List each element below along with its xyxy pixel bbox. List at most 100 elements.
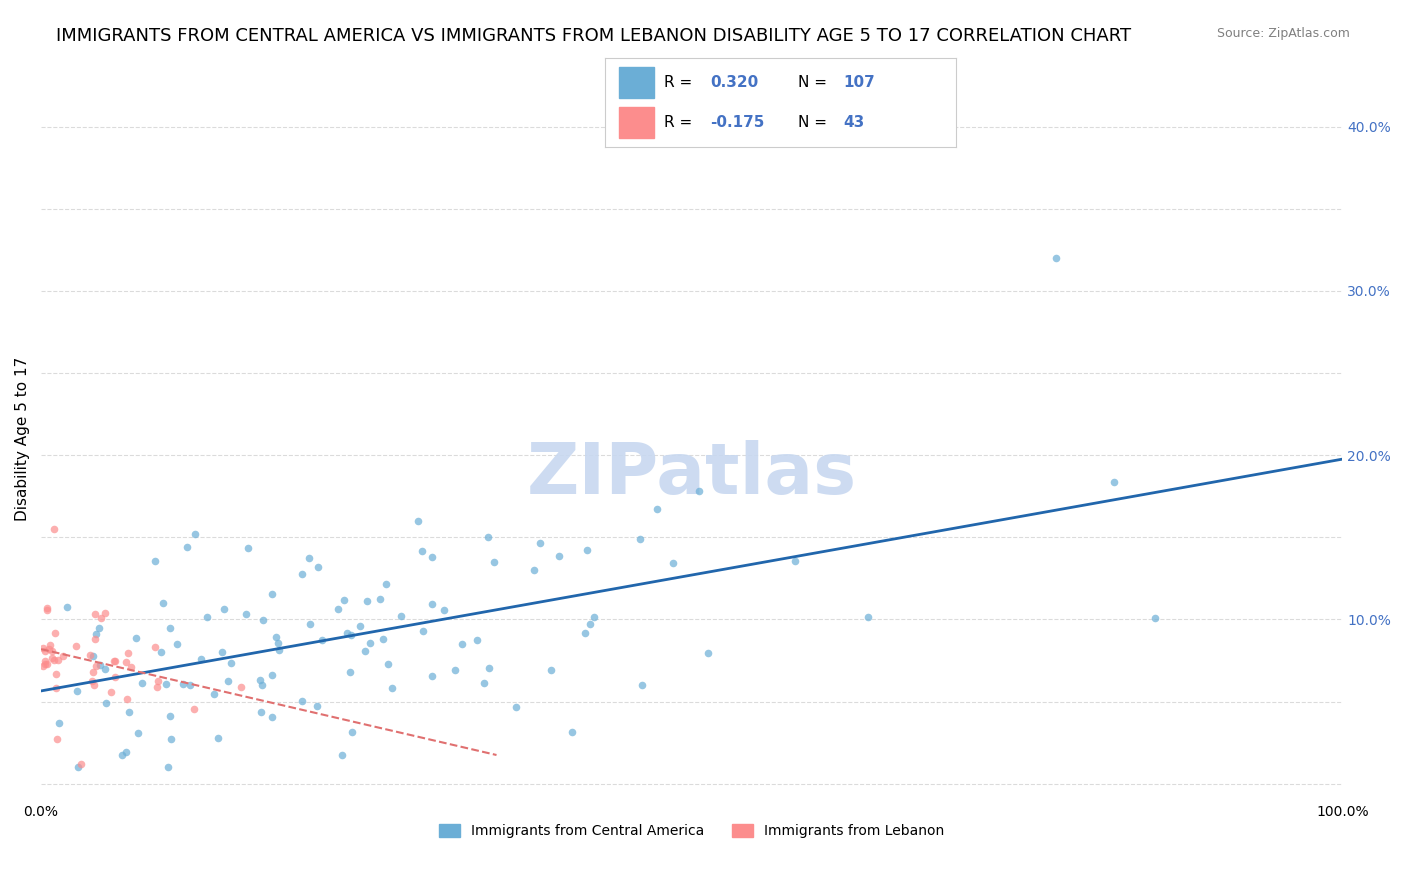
Point [628,533,651,547]
Point [87,621,110,635]
Point [328,601,350,615]
Text: N =: N = [799,76,832,90]
Point [291,694,314,708]
Point [70,756,93,771]
Point [477,530,499,544]
Point [127,726,149,740]
Text: R =: R = [665,76,697,90]
Point [103,654,125,668]
Point [42,653,65,667]
Point [375,576,398,591]
Point [114,745,136,759]
Point [221,656,243,670]
Point [450,637,472,651]
Point [647,502,669,516]
Point [472,676,495,690]
Point [152,596,174,610]
Point [34,643,56,657]
Point [94,662,117,676]
Point [307,699,329,714]
Point [84,627,107,641]
Legend: Immigrants from Central America, Immigrants from Lebanon: Immigrants from Central America, Immigra… [433,819,950,844]
Point [84,632,107,646]
Point [42,522,65,536]
Text: 0.320: 0.320 [710,76,758,90]
Point [311,632,333,647]
Point [262,587,284,601]
Point [412,624,434,639]
Point [89,657,111,672]
Point [183,526,205,541]
Point [249,673,271,687]
Point [183,702,205,716]
Point [155,677,177,691]
Point [420,597,443,611]
Point [540,663,562,677]
Point [267,636,290,650]
Point [84,659,107,673]
Point [411,543,433,558]
Point [1144,611,1167,625]
Point [575,543,598,558]
Point [146,673,169,688]
Point [143,554,166,568]
Point [231,680,253,694]
Text: Source: ZipAtlas.com: Source: ZipAtlas.com [1216,27,1350,40]
Point [82,648,104,663]
Point [299,616,322,631]
Point [35,603,58,617]
Point [82,673,104,688]
Point [359,636,381,650]
Point [381,681,404,695]
Point [48,715,70,730]
Point [114,655,136,669]
Point [420,550,443,565]
Point [90,610,112,624]
Point [505,699,527,714]
Point [146,680,169,694]
Point [785,553,807,567]
Point [574,626,596,640]
Point [94,606,117,620]
Point [420,669,443,683]
Point [143,640,166,655]
Point [368,591,391,606]
Point [252,613,274,627]
Point [166,637,188,651]
Point [45,732,67,747]
Point [44,626,66,640]
Point [118,706,141,720]
Point [1102,475,1125,490]
Point [37,601,59,615]
Point [65,639,87,653]
Point [202,687,225,701]
Point [444,664,467,678]
Point [159,709,181,723]
Point [336,625,359,640]
Y-axis label: Disability Age 5 to 17: Disability Age 5 to 17 [15,357,30,521]
Text: ZIPatlas: ZIPatlas [527,441,856,509]
Point [35,657,58,671]
Point [433,603,456,617]
Point [117,646,139,660]
Point [291,566,314,581]
Point [94,696,117,710]
Point [307,560,329,574]
Point [83,607,105,621]
Point [340,628,363,642]
Point [252,678,274,692]
Point [45,667,67,681]
Point [159,621,181,635]
Point [115,692,138,706]
Point [207,731,229,745]
Point [172,677,194,691]
Point [34,654,56,668]
Point [131,676,153,690]
Point [66,760,89,774]
Point [125,631,148,645]
Point [484,555,506,569]
Point [100,685,122,699]
Point [631,678,654,692]
Point [377,657,399,672]
Point [333,593,356,607]
